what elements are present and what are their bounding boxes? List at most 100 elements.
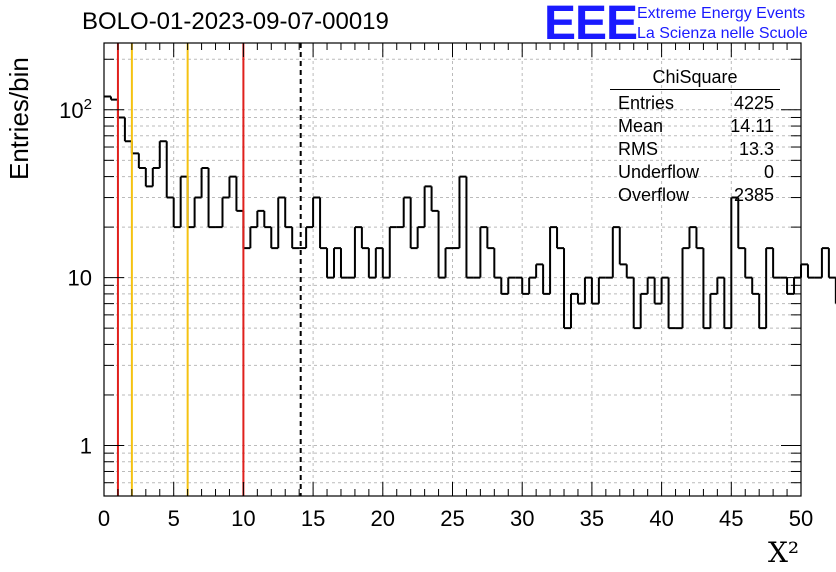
stats-label: Overflow <box>618 185 690 205</box>
histogram-bin <box>123 117 132 143</box>
histogram-bin <box>235 176 244 212</box>
histogram-bin <box>486 227 495 250</box>
histogram-bin <box>423 185 432 228</box>
histogram-bin <box>723 277 732 330</box>
histogram-bin <box>402 196 411 228</box>
histogram-bin <box>291 227 300 250</box>
histogram-bin <box>583 276 592 304</box>
y-tick-label: 102 <box>59 96 92 123</box>
histogram-bin <box>179 175 188 228</box>
histogram-bin <box>800 263 808 278</box>
histogram-bin <box>242 210 251 250</box>
histogram-bin <box>660 276 669 304</box>
x-tick-label: 25 <box>440 506 464 531</box>
histogram-bin <box>186 176 195 229</box>
chart-title: BOLO-01-2023-09-07-00019 <box>82 8 389 35</box>
x-tick-label: 50 <box>789 506 813 531</box>
histogram-bin <box>618 227 627 266</box>
stats-label: Underflow <box>618 162 700 182</box>
histogram-bin <box>709 292 718 329</box>
histogram-bin <box>109 96 118 101</box>
histogram-bin <box>326 248 335 279</box>
histogram-bin <box>730 196 739 329</box>
stats-value: 2385 <box>733 185 774 205</box>
histogram-bin <box>625 264 634 279</box>
histogram-bin <box>479 226 488 278</box>
histogram-bin <box>360 227 369 250</box>
histogram-bin <box>758 293 767 330</box>
x-tick-label: 5 <box>168 506 180 531</box>
stats-row-underflow: Underflow 0 <box>610 161 780 184</box>
histogram-bin <box>256 209 265 228</box>
histogram-bin <box>667 277 676 330</box>
y-tick-label: 10 <box>68 266 92 291</box>
histogram-bin <box>430 186 439 212</box>
stats-value: 4225 <box>733 93 774 113</box>
histogram-bin <box>744 248 753 279</box>
histogram-bin <box>207 167 216 229</box>
histogram-bin <box>374 247 383 278</box>
histogram-bin <box>228 175 237 198</box>
histogram-bin <box>646 276 655 294</box>
histogram-bin <box>549 226 558 294</box>
histogram-bin <box>681 247 690 329</box>
x-tick-label: 15 <box>301 506 325 531</box>
histogram-bin <box>263 210 272 229</box>
histogram-bin <box>737 197 746 250</box>
histogram-bin <box>144 167 153 188</box>
histogram-bin <box>339 248 348 279</box>
histogram-bin <box>535 263 544 278</box>
histogram-bin <box>465 176 474 279</box>
histogram-bin <box>611 226 620 278</box>
histogram-bin <box>367 248 376 279</box>
stats-label: Mean <box>618 116 664 136</box>
histogram-bin <box>820 247 829 278</box>
x-tick-label: 35 <box>580 506 604 531</box>
histogram-bin <box>597 276 606 304</box>
histogram-bin <box>353 226 362 278</box>
histogram-bin <box>221 196 230 228</box>
histogram-bin <box>381 248 390 279</box>
eee-logo: EEE <box>544 0 638 50</box>
histogram-bin <box>632 277 641 330</box>
histogram-bin <box>806 264 815 279</box>
histogram-bin <box>556 227 565 250</box>
histogram-bin <box>165 141 174 199</box>
histogram-bin <box>507 276 516 294</box>
histogram-bin <box>444 247 453 278</box>
histogram-bin <box>333 247 341 278</box>
histogram-bin <box>151 166 160 187</box>
histogram-bin <box>416 226 425 249</box>
histogram-bin <box>528 276 537 294</box>
histogram-bin <box>284 197 293 229</box>
stats-label: RMS <box>618 139 658 159</box>
histogram-bin <box>569 292 578 329</box>
histogram-bin <box>521 277 530 295</box>
histogram-bin <box>137 153 146 169</box>
histogram-bin <box>542 264 551 295</box>
histogram-bin <box>688 226 697 249</box>
y-axis-label: Entries/bin <box>4 57 34 180</box>
stats-row-mean: Mean 14.11 <box>610 115 780 138</box>
histogram-bin <box>827 248 836 279</box>
histogram-bin <box>388 226 397 278</box>
stats-row-rms: RMS 13.3 <box>610 138 780 161</box>
x-tick-label: 45 <box>719 506 743 531</box>
histogram-bin <box>409 197 418 250</box>
histogram-bin <box>716 276 725 294</box>
histogram-bin <box>765 247 774 329</box>
histogram-bin <box>772 248 781 279</box>
histogram-bin <box>249 226 258 249</box>
y-tick-label: 1 <box>80 433 92 458</box>
histogram-bin <box>702 248 711 330</box>
histogram-bin <box>193 196 202 228</box>
histogram-bin <box>312 196 321 228</box>
histogram-bin <box>590 277 599 305</box>
histogram-bin <box>116 99 125 119</box>
histogram-bin <box>277 196 286 249</box>
histogram-bin <box>270 227 279 250</box>
histogram-bin <box>200 166 209 198</box>
stats-value: 0 <box>763 162 774 182</box>
histogram-bin <box>319 197 328 250</box>
